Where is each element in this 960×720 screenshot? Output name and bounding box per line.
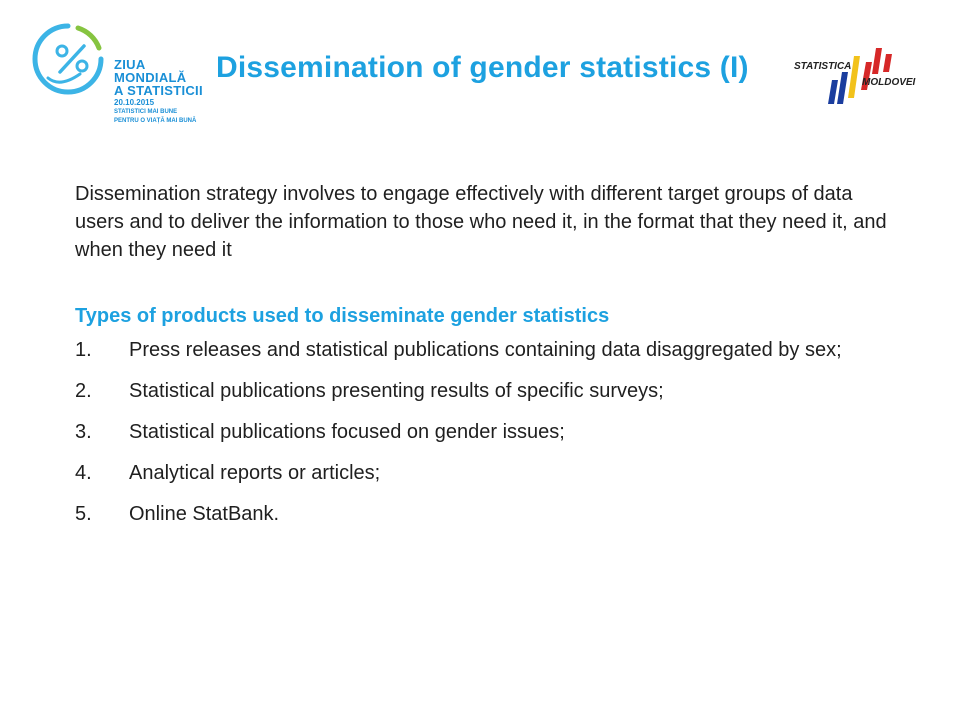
slide-body: Dissemination strategy involves to engag… xyxy=(75,180,895,541)
flag-stripes-icon xyxy=(828,48,892,104)
slide-title: Dissemination of gender statistics (I) xyxy=(216,51,749,84)
list-item-text: Statistical publications focused on gend… xyxy=(129,421,565,443)
percent-circle-icon xyxy=(32,23,104,95)
logo-text-block: ZIUA MONDIALĂ A STATISTICII 20.10.2015 S… xyxy=(114,58,218,125)
products-list: 1. Press releases and statistical public… xyxy=(75,336,895,528)
logo-date: 20.10.2015 xyxy=(114,98,155,107)
logo-name-line: A STATISTICII xyxy=(114,83,203,98)
list-item-text: Analytical reports or articles; xyxy=(129,462,381,484)
list-item-text: Press releases and statistical publicati… xyxy=(129,339,842,361)
list-item-text: Online StatBank. xyxy=(129,503,280,525)
list-item-number: 2. xyxy=(75,380,92,402)
list-item-number: 1. xyxy=(75,339,92,361)
logo-word-statistica: STATISTICA xyxy=(794,61,852,72)
list-item-text: Statistical publications presenting resu… xyxy=(129,380,664,402)
world-statistics-day-logo: ZIUA MONDIALĂ A STATISTICII 20.10.2015 S… xyxy=(28,18,218,138)
list-item-number: 3. xyxy=(75,421,92,443)
list-item: 4. Analytical reports or articles; xyxy=(75,459,895,487)
logo-slogan-line: STATISTICI MAI BUNE xyxy=(114,109,178,115)
section-subheading: Types of products used to disseminate ge… xyxy=(75,305,610,327)
logo-name-line: MONDIALĂ xyxy=(114,70,187,85)
list-item: 3. Statistical publications focused on g… xyxy=(75,418,895,446)
list-item-number: 5. xyxy=(75,503,92,525)
list-item: 2. Statistical publications presenting r… xyxy=(75,377,895,405)
logo-slogan-line: PENTRU O VIAȚĂ MAI BUNĂ xyxy=(114,118,197,124)
list-item: 5. Online StatBank. xyxy=(75,500,895,528)
list-item: 1. Press releases and statistical public… xyxy=(75,336,895,364)
list-item-number: 4. xyxy=(75,462,92,484)
logo-word-moldovei: MOLDOVEI xyxy=(862,77,916,88)
statistica-moldovei-logo: STATISTICA MOLDOVEI xyxy=(792,44,922,108)
intro-paragraph: Dissemination strategy involves to engag… xyxy=(75,183,887,261)
logo-name-line: ZIUA xyxy=(114,57,146,72)
